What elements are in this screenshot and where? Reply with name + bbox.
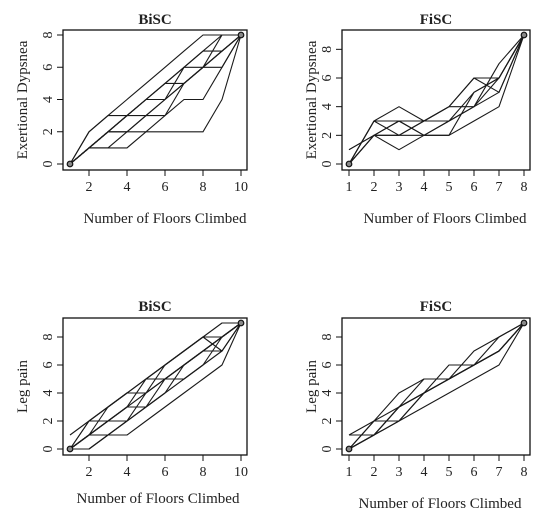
y-tick-label: 4: [320, 390, 335, 397]
endpoint-marker-2: [520, 31, 528, 39]
y-axis-title: Leg pain: [15, 360, 31, 413]
y-tick-label: 8: [41, 32, 56, 39]
series-line-7: [348, 34, 525, 151]
x-axis-title: Number of Floors Climbed: [84, 211, 247, 227]
x-tick-label: 6: [471, 465, 478, 480]
y-tick-label: 0: [41, 161, 56, 168]
chart-title: BiSC: [138, 12, 171, 28]
series-line-10: [69, 322, 242, 450]
chart-panel-4: FiSC 1 2 3 4 5 6 7 8 0 2 4 6 8 Number of Floors Climbe…: [304, 299, 531, 512]
series-line-1: [348, 34, 525, 165]
x-tick-label: 10: [234, 465, 248, 480]
x-tick-label: 7: [496, 180, 503, 195]
endpoint-marker-2: [520, 319, 528, 327]
chart-panel-2: FiSC 1 2 3 4 5 6 7 8 0 2 4 6 8 Number of Floors Climbe…: [304, 12, 531, 227]
series-line-8: [348, 34, 525, 165]
y-axis-title: Exertional Dypsnea: [304, 40, 320, 159]
y-axis: 0 2 4 6 8: [41, 334, 63, 453]
y-tick-label: 0: [320, 161, 335, 168]
chart-panel-1: BiSC 2 4 6 8 10 0 2 4 6 8 Number of Floors Climbed E…: [15, 12, 248, 227]
y-tick-label: 4: [41, 390, 56, 397]
x-tick-label: 3: [396, 180, 403, 195]
x-tick-label: 8: [200, 465, 207, 480]
x-tick-label: 4: [124, 465, 131, 480]
y-tick-label: 4: [41, 96, 56, 103]
series-line-2: [348, 34, 525, 165]
x-axis-title: Number of Floors Climbed: [77, 491, 240, 507]
y-tick-label: 6: [41, 64, 56, 71]
y-tick-label: 0: [41, 446, 56, 453]
x-axis: 2 4 6 8 10: [86, 454, 248, 480]
x-tick-label: 7: [496, 465, 503, 480]
y-tick-label: 0: [320, 446, 335, 453]
x-tick-label: 2: [371, 465, 378, 480]
series-line-6: [69, 34, 242, 165]
x-tick-label: 6: [162, 180, 169, 195]
x-tick-label: 2: [86, 180, 93, 195]
series-line-10: [69, 34, 241, 165]
y-tick-label: 6: [320, 362, 335, 369]
y-tick-label: 2: [41, 418, 56, 425]
y-tick-label: 2: [41, 128, 56, 135]
y-axis: 0 2 4 6 8: [320, 334, 342, 453]
y-tick-label: 6: [320, 75, 335, 82]
series-line-8: [348, 322, 525, 450]
x-axis: 1 2 3 4 5 6 7 8: [346, 454, 528, 480]
series-line-4: [348, 34, 525, 165]
chart-title: FiSC: [420, 299, 453, 315]
x-tick-label: 8: [200, 180, 207, 195]
chart-panel-3: BiSC 2 4 6 8 10 0 2 4 6 8 Number of Floors Climbed L…: [15, 299, 248, 507]
x-tick-label: 6: [471, 180, 478, 195]
series-line-5: [348, 34, 525, 165]
x-tick-label: 1: [346, 180, 353, 195]
x-tick-label: 5: [446, 465, 453, 480]
x-axis: 1 2 3 4 5 6 7 8: [346, 169, 528, 195]
y-tick-label: 6: [41, 362, 56, 369]
series-line-6: [348, 34, 525, 165]
y-axis: 0 2 4 6 8: [41, 32, 63, 168]
endpoint-marker-2: [237, 31, 245, 39]
y-tick-label: 4: [320, 103, 335, 110]
x-axis: 2 4 6 8 10: [86, 169, 248, 195]
x-axis-title: Number of Floors Climbed: [359, 496, 522, 512]
y-axis-title: Leg pain: [304, 360, 320, 413]
x-tick-label: 1: [346, 465, 353, 480]
x-tick-label: 8: [521, 465, 528, 480]
x-tick-label: 4: [421, 180, 428, 195]
series-line-4: [348, 322, 525, 450]
x-axis-title: Number of Floors Climbed: [364, 211, 527, 227]
x-tick-label: 2: [86, 465, 93, 480]
x-tick-label: 10: [234, 180, 248, 195]
series-line-3: [348, 34, 525, 151]
y-tick-label: 8: [41, 334, 56, 341]
endpoint-marker-1: [66, 160, 74, 168]
y-tick-label: 8: [320, 334, 335, 341]
endpoint-marker-1: [345, 160, 353, 168]
endpoint-marker-1: [66, 445, 74, 453]
series-line-5: [69, 322, 241, 436]
x-tick-label: 5: [446, 180, 453, 195]
series-line-9: [69, 34, 242, 165]
x-tick-label: 4: [421, 465, 428, 480]
x-tick-label: 6: [162, 465, 169, 480]
endpoint-marker-2: [237, 319, 245, 327]
x-tick-label: 8: [521, 180, 528, 195]
x-tick-label: 2: [371, 180, 378, 195]
chart-title: FiSC: [420, 12, 453, 28]
x-tick-label: 3: [396, 465, 403, 480]
y-tick-label: 2: [320, 132, 335, 139]
y-axis-title: Exertional Dypsnea: [15, 40, 31, 159]
y-tick-label: 2: [320, 418, 335, 425]
y-tick-label: 8: [320, 46, 335, 53]
y-axis: 0 2 4 6 8: [320, 46, 342, 168]
x-tick-label: 4: [124, 180, 131, 195]
chart-title: BiSC: [138, 299, 171, 315]
series-line-8: [70, 322, 242, 450]
endpoint-marker-1: [345, 445, 353, 453]
